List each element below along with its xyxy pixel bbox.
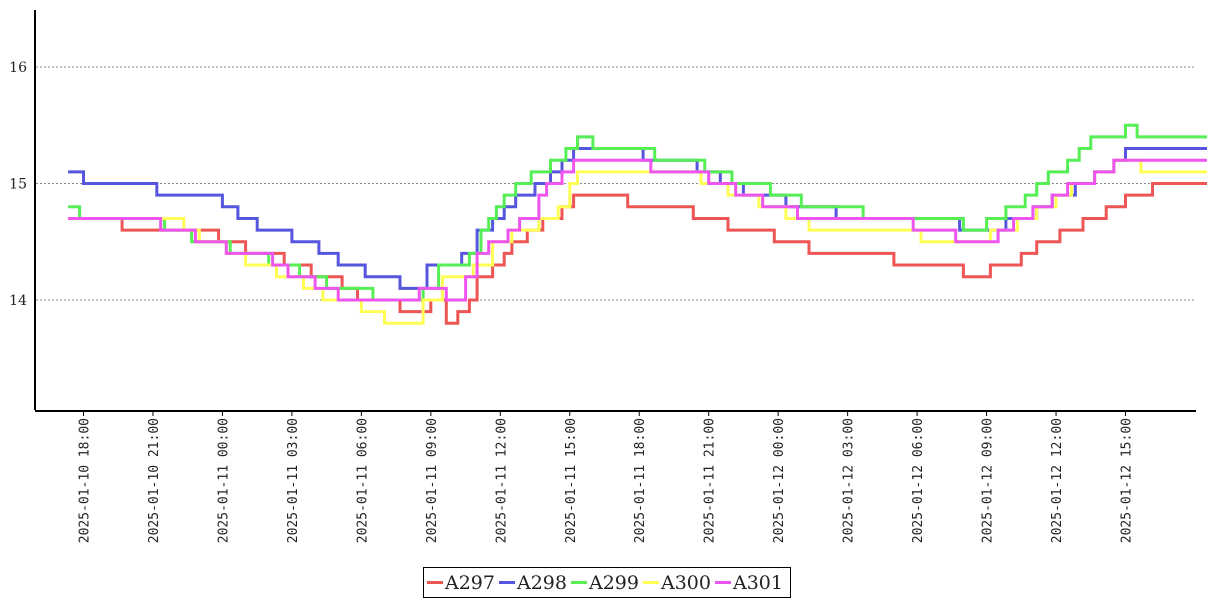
legend-label: A299 bbox=[589, 571, 639, 594]
x-tick-label: 2025-01-11 03:00 bbox=[286, 418, 301, 543]
legend-item-a301: A301 bbox=[715, 572, 783, 594]
x-tick-label: 2025-01-12 09:00 bbox=[981, 418, 996, 543]
legend-item-a298: A298 bbox=[499, 572, 567, 594]
legend-swatch bbox=[643, 581, 659, 584]
legend-item-a297: A297 bbox=[427, 572, 495, 594]
legend-label: A298 bbox=[517, 571, 567, 594]
series-lines bbox=[68, 123, 1207, 325]
x-tick-label: 2025-01-12 06:00 bbox=[911, 418, 926, 543]
legend-swatch bbox=[571, 581, 587, 584]
x-tick-label: 2025-01-12 03:00 bbox=[842, 418, 857, 543]
x-tick-label: 2025-01-11 21:00 bbox=[703, 418, 718, 543]
y-tick-label: 15 bbox=[9, 177, 27, 193]
x-tick-label: 2025-01-11 06:00 bbox=[355, 418, 370, 543]
y-tick-label: 14 bbox=[9, 293, 27, 309]
legend-item-a300: A300 bbox=[643, 572, 711, 594]
x-tick-label: 2025-01-11 00:00 bbox=[216, 418, 231, 543]
legend-swatch bbox=[715, 581, 731, 584]
x-tick-label: 2025-01-11 18:00 bbox=[633, 418, 648, 543]
legend-label: A301 bbox=[733, 571, 783, 594]
grid-lines bbox=[36, 66, 1196, 301]
legend-swatch bbox=[427, 581, 443, 584]
legend-swatch bbox=[499, 581, 515, 584]
x-tick-label: 2025-01-10 18:00 bbox=[78, 418, 93, 543]
series-line-a299 bbox=[68, 123, 1207, 302]
y-tick-labels: 14 15 16 bbox=[9, 60, 27, 309]
x-tick-label: 2025-01-12 12:00 bbox=[1050, 418, 1065, 543]
series-line-a297 bbox=[68, 182, 1207, 325]
x-tick-label: 2025-01-11 12:00 bbox=[494, 418, 509, 543]
x-tick-label: 2025-01-12 00:00 bbox=[772, 418, 787, 543]
x-tick-label: 2025-01-12 15:00 bbox=[1120, 418, 1135, 543]
axes bbox=[34, 10, 1196, 412]
x-tick-label: 2025-01-11 15:00 bbox=[564, 418, 579, 543]
x-tick-labels: 2025-01-10 18:00 2025-01-10 21:00 2025-01-… bbox=[78, 411, 1135, 543]
x-tick-label: 2025-01-10 21:00 bbox=[147, 418, 162, 543]
legend-item-a299: A299 bbox=[571, 572, 639, 594]
y-tick-label: 16 bbox=[9, 60, 27, 76]
legend-label: A300 bbox=[661, 571, 711, 594]
legend: A297 A298 A299 A300 A301 bbox=[423, 567, 791, 598]
x-tick-label: 2025-01-11 09:00 bbox=[425, 418, 440, 543]
series-line-a301 bbox=[68, 158, 1207, 302]
legend-label: A297 bbox=[445, 571, 495, 594]
